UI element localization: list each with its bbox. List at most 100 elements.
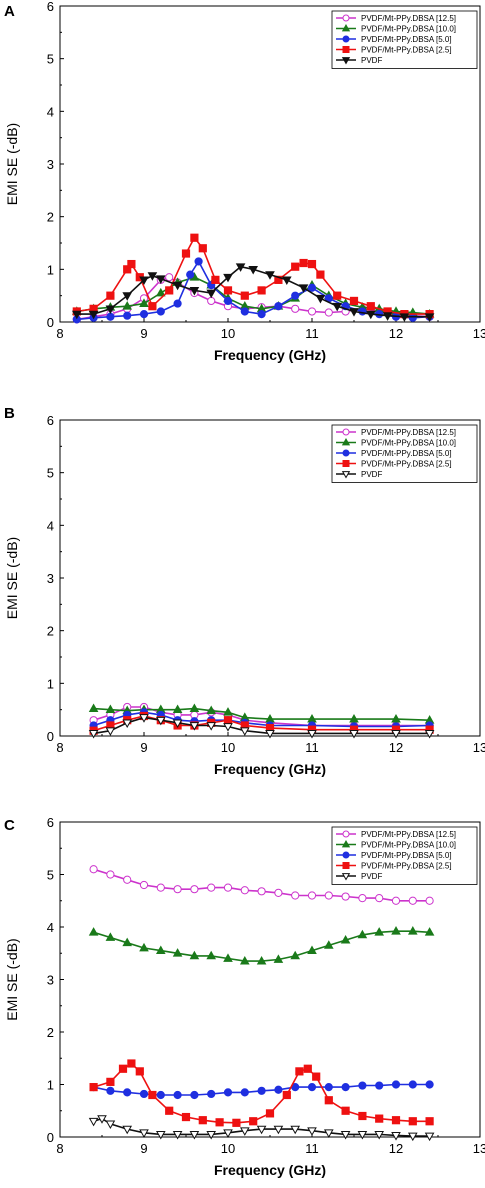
x-tick-label: 12 — [389, 740, 403, 755]
data-point — [256, 955, 267, 965]
x-axis-label: Frequency (GHz) — [214, 761, 326, 777]
data-point — [239, 1127, 250, 1136]
data-point — [349, 713, 359, 723]
data-point — [122, 1125, 133, 1135]
data-point — [97, 1115, 107, 1124]
data-point — [181, 1112, 191, 1122]
data-point — [290, 1125, 301, 1135]
y-axis-label: EMI SE (-dB) — [4, 123, 20, 205]
data-point — [257, 286, 266, 295]
data-point — [123, 1088, 132, 1097]
data-point — [190, 885, 199, 894]
x-tick-label: 11 — [305, 740, 319, 755]
data-point — [155, 1130, 166, 1140]
data-point — [358, 894, 367, 903]
y-tick-label: 6 — [47, 413, 54, 428]
data-point — [240, 886, 249, 895]
legend-swatch-marker — [341, 873, 351, 881]
x-tick-label: 9 — [140, 326, 147, 341]
data-point — [206, 289, 217, 299]
data-point — [190, 1090, 199, 1100]
x-tick-label: 12 — [389, 326, 403, 341]
series-line — [93, 1117, 430, 1137]
data-point — [274, 888, 283, 897]
data-point — [223, 1088, 233, 1097]
legend-swatch-marker — [342, 35, 350, 43]
data-point — [424, 1132, 435, 1142]
y-tick-label: 3 — [47, 973, 54, 988]
y-tick-label: 5 — [47, 868, 54, 883]
legend-label: PVDF/Mt-PPy.DBSA [12.5] — [361, 830, 456, 839]
data-point — [223, 707, 233, 716]
data-point — [189, 1130, 200, 1140]
legend-label: PVDF — [361, 872, 382, 881]
data-point — [88, 1117, 99, 1127]
data-point — [147, 272, 158, 281]
data-point — [223, 286, 233, 295]
data-point — [165, 1106, 174, 1115]
data-point — [307, 259, 317, 269]
legend-box — [331, 424, 478, 483]
y-tick-label: 5 — [47, 52, 54, 67]
series-3 — [89, 1080, 434, 1100]
data-point — [127, 1059, 136, 1068]
legend-label: PVDF — [361, 56, 382, 65]
data-point — [424, 927, 435, 936]
x-tick-label: 8 — [56, 740, 63, 755]
series-4 — [89, 1059, 434, 1127]
data-point — [265, 729, 275, 739]
data-point — [307, 891, 317, 900]
data-point — [206, 705, 217, 715]
data-point — [156, 307, 165, 316]
y-tick-label: 1 — [47, 262, 54, 277]
data-point — [189, 722, 200, 731]
data-point — [139, 942, 149, 952]
data-point — [88, 703, 99, 712]
data-point — [375, 894, 384, 903]
x-tick-label: 11 — [305, 326, 319, 341]
legend-swatch-marker — [342, 862, 350, 869]
data-point — [425, 896, 434, 905]
legend-label: PVDF/Mt-PPy.DBSA [10.0] — [361, 25, 456, 34]
data-point — [211, 275, 220, 284]
data-point — [298, 284, 309, 293]
data-point — [274, 302, 283, 311]
data-point — [349, 308, 359, 317]
data-point — [274, 1085, 283, 1094]
data-point — [303, 1064, 312, 1073]
data-point — [357, 1130, 368, 1140]
data-point — [155, 287, 166, 297]
data-point — [198, 1116, 207, 1125]
data-point — [307, 1127, 317, 1136]
data-point — [215, 1118, 224, 1127]
data-point — [408, 313, 417, 322]
data-point — [173, 1090, 182, 1100]
data-point — [139, 1129, 149, 1138]
data-point — [399, 313, 410, 322]
data-point — [189, 703, 200, 712]
data-point — [206, 1130, 217, 1140]
data-point — [106, 1077, 115, 1086]
data-point — [105, 932, 116, 941]
legend-label: PVDF/Mt-PPy.DBSA [2.5] — [361, 862, 452, 871]
series-2 — [88, 926, 435, 965]
data-point — [291, 891, 300, 900]
data-point — [106, 312, 115, 321]
data-point — [365, 310, 376, 320]
x-tick-label: 13 — [473, 326, 485, 341]
data-point — [88, 729, 99, 739]
x-tick-label: 9 — [140, 1141, 147, 1156]
data-point — [391, 1132, 401, 1141]
data-point — [105, 305, 116, 314]
data-point — [349, 729, 359, 739]
data-point — [274, 275, 283, 284]
data-point — [307, 945, 317, 955]
data-point — [156, 1090, 165, 1100]
y-tick-label: 2 — [47, 624, 54, 639]
data-point — [382, 312, 393, 321]
data-point — [207, 296, 216, 306]
data-point — [139, 276, 149, 286]
data-point — [232, 1118, 241, 1127]
y-tick-label: 3 — [47, 157, 54, 172]
